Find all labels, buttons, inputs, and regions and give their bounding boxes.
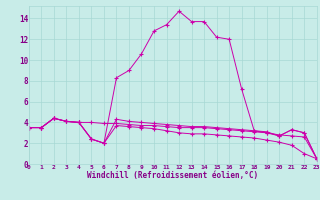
X-axis label: Windchill (Refroidissement éolien,°C): Windchill (Refroidissement éolien,°C) (87, 171, 258, 180)
